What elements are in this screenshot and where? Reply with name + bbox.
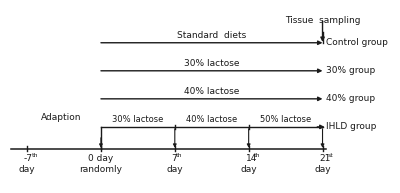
Text: day: day xyxy=(240,165,257,174)
Text: Standard  diets: Standard diets xyxy=(177,31,246,40)
Text: th: th xyxy=(32,153,38,157)
Text: 40% group: 40% group xyxy=(326,94,375,103)
Text: day: day xyxy=(166,165,183,174)
Text: Tissue  sampling: Tissue sampling xyxy=(285,16,360,25)
Text: 30% group: 30% group xyxy=(326,66,375,75)
Text: 30% lactose: 30% lactose xyxy=(184,59,240,68)
Text: day: day xyxy=(314,165,331,174)
Text: -7: -7 xyxy=(24,154,33,163)
Text: 7: 7 xyxy=(172,154,177,163)
Text: 14: 14 xyxy=(246,154,257,163)
Text: randomly: randomly xyxy=(80,165,122,174)
Text: th: th xyxy=(176,153,182,157)
Text: 40% lactose: 40% lactose xyxy=(184,87,240,96)
Text: IHLD group: IHLD group xyxy=(326,122,376,131)
Text: 0 day: 0 day xyxy=(88,154,114,163)
Text: day: day xyxy=(19,165,35,174)
Text: Adaption: Adaption xyxy=(40,113,81,122)
Text: 30% lactose: 30% lactose xyxy=(112,115,164,124)
Text: 40% lactose: 40% lactose xyxy=(186,115,237,124)
Text: th: th xyxy=(254,153,260,157)
Text: 50% lactose: 50% lactose xyxy=(260,115,311,124)
Text: 21: 21 xyxy=(319,154,331,163)
Text: Control group: Control group xyxy=(326,38,388,47)
Text: st: st xyxy=(327,153,333,157)
